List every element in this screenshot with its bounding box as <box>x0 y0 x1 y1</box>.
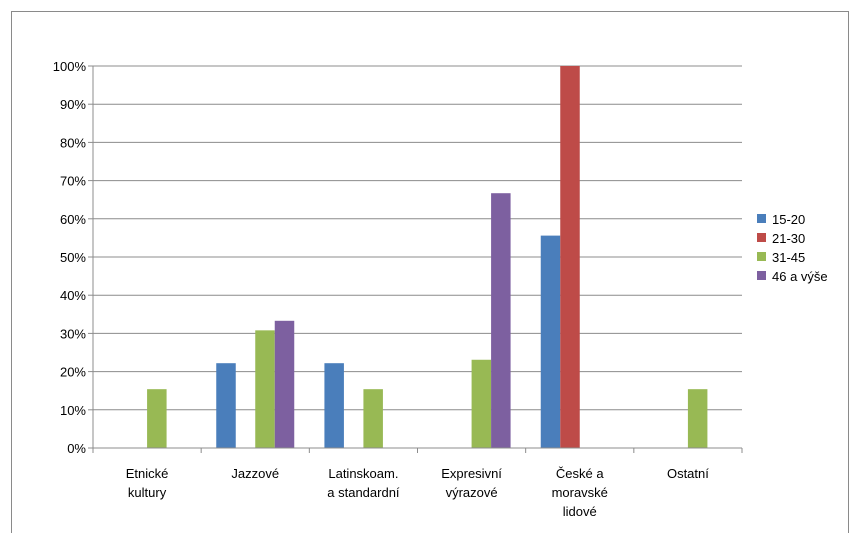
y-tick-label: 90% <box>60 97 86 112</box>
y-axis-ticks: 0% 10% 20% 30% 40% 50% 60% 70% 80% 90% 100% <box>53 59 93 456</box>
bar-15-20 <box>216 363 236 448</box>
legend-swatch <box>757 233 766 242</box>
bar-31-45 <box>363 389 383 448</box>
y-tick-label: 60% <box>60 212 86 227</box>
axes <box>92 66 743 453</box>
bar-15-20 <box>540 235 561 448</box>
legend-swatch <box>757 252 766 261</box>
y-tick-label: 0% <box>67 441 86 456</box>
y-tick-label: 100% <box>53 59 87 74</box>
x-tick-label: České a moravské lidové <box>552 466 608 519</box>
y-tick-label: 20% <box>60 365 86 380</box>
bar-46-a-výše <box>491 193 511 448</box>
bar-31-45 <box>687 389 708 448</box>
bar-15-20 <box>324 363 344 448</box>
legend-swatch <box>757 214 766 223</box>
y-tick-label: 40% <box>60 288 86 303</box>
y-tick-label: 50% <box>60 250 86 265</box>
y-tick-label: 70% <box>60 174 86 189</box>
bar-46-a-výše <box>274 320 295 448</box>
x-tick-label: Jazzové <box>231 466 279 481</box>
y-tick-label: 10% <box>60 403 86 418</box>
x-tick-label: Etnické kultury <box>126 466 169 500</box>
legend-label: 21-30 <box>772 231 805 246</box>
gridlines <box>93 65 742 411</box>
x-tick-label: Ostatní <box>667 466 709 481</box>
bar-31-45 <box>147 389 167 448</box>
x-axis-labels: Etnické kultury Jazzové Latinskoam. a standa… <box>126 466 709 519</box>
legend-label: 46 a výše <box>772 269 828 284</box>
y-tick-label: 80% <box>60 135 86 150</box>
chart-frame <box>11 11 849 533</box>
bar-31-45 <box>471 359 492 448</box>
legend-label: 15-20 <box>772 212 805 227</box>
x-tick-label: Expresivní výrazové <box>441 466 502 500</box>
y-tick-label: 30% <box>60 326 86 341</box>
x-tick-label: Latinskoam. a standardní <box>327 466 400 500</box>
bar-21-30 <box>560 66 580 448</box>
legend-label: 31-45 <box>772 250 805 265</box>
bars <box>147 66 708 448</box>
legend: 15-20 21-30 31-45 46 a výše <box>757 212 828 284</box>
legend-swatch <box>757 271 766 280</box>
bar-31-45 <box>255 330 275 448</box>
